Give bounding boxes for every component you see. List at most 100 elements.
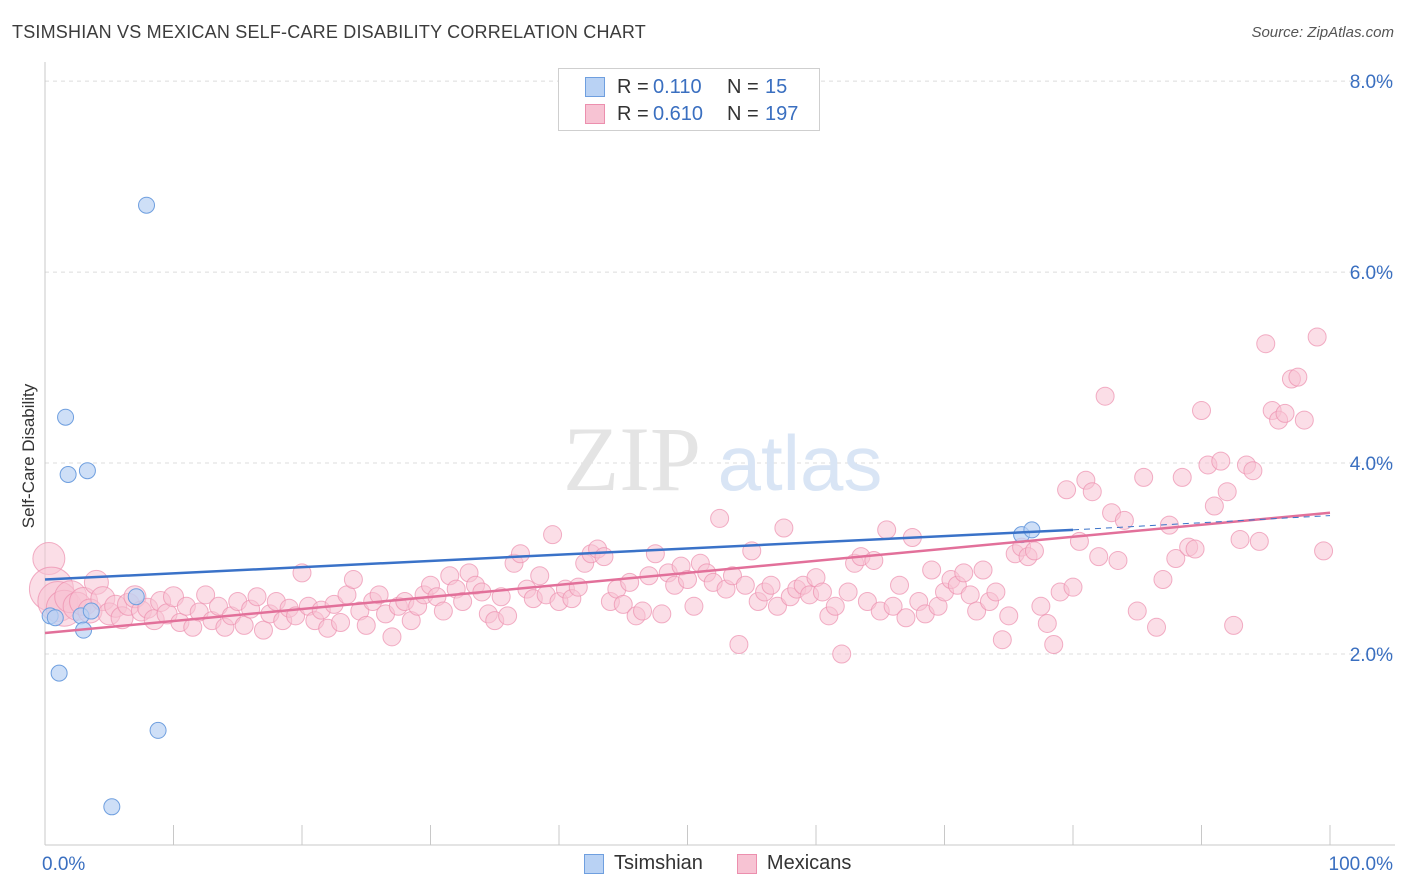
mexicans-point bbox=[986, 582, 1006, 602]
mexicans-point bbox=[453, 592, 473, 612]
trendlines bbox=[44, 511, 1331, 635]
mexicans-point bbox=[1089, 547, 1109, 567]
mexicans-point bbox=[208, 596, 228, 616]
mexicans-point bbox=[645, 544, 665, 564]
mexicans-point bbox=[954, 563, 974, 583]
tsimshian-point bbox=[57, 408, 75, 426]
mexicans-point bbox=[382, 627, 402, 647]
mexicans-point bbox=[530, 566, 550, 586]
mexicans-point bbox=[1256, 334, 1276, 354]
mexicans-point bbox=[286, 606, 306, 626]
tsimshian-point bbox=[59, 466, 77, 484]
mexicans-point bbox=[761, 575, 781, 595]
mexicans-point bbox=[1249, 531, 1269, 551]
series-label-tsimshian: Tsimshian bbox=[614, 852, 703, 874]
mexicans-point bbox=[234, 615, 254, 635]
mexicans-point bbox=[722, 566, 742, 586]
mexicans-point bbox=[812, 582, 832, 602]
tsimshian-trendline bbox=[44, 528, 1074, 581]
mexicans-point bbox=[1057, 480, 1077, 500]
x-tick-label: 100.0% bbox=[1329, 854, 1394, 875]
mexicans-point bbox=[767, 596, 787, 616]
gridlines bbox=[45, 80, 1395, 655]
legend-n-label: N = bbox=[727, 102, 759, 125]
mexicans-point bbox=[883, 596, 903, 616]
mexicans-point bbox=[1288, 367, 1308, 387]
series-legend-tsimshian[interactable]: Tsimshian bbox=[584, 852, 703, 875]
mexicans-point bbox=[825, 596, 845, 616]
mexicans-point bbox=[196, 585, 216, 605]
mexicans-point bbox=[877, 520, 897, 540]
mexicans-point bbox=[999, 606, 1019, 626]
mexicans-point bbox=[960, 585, 980, 605]
mexicans-point bbox=[1307, 327, 1327, 347]
mexicans-point bbox=[498, 606, 518, 626]
legend-swatch-mexicans bbox=[585, 104, 605, 124]
y-tick-label: 2.0% bbox=[1350, 645, 1393, 666]
x-tick-label: 0.0% bbox=[42, 854, 85, 875]
tsimshian-point bbox=[138, 196, 156, 214]
mexicans-point bbox=[1314, 541, 1334, 561]
mexicans-point bbox=[1147, 617, 1167, 637]
mexicans-point bbox=[684, 596, 704, 616]
mexicans-point bbox=[510, 544, 530, 564]
mexicans-point bbox=[1230, 529, 1250, 549]
mexicans-point bbox=[1037, 613, 1057, 633]
y-tick-label: 8.0% bbox=[1350, 72, 1393, 93]
y-axis-title: Self-Care Disability bbox=[19, 383, 38, 528]
tsimshian-point bbox=[127, 588, 145, 606]
mexicans-point bbox=[1185, 539, 1205, 559]
legend-n-value: 197 bbox=[765, 102, 799, 125]
legend-r-label: R = bbox=[617, 75, 649, 98]
mexicans-point bbox=[973, 560, 993, 580]
correlation-legend: R = 0.110 N = 15 R = 0.610 N = 197 bbox=[558, 68, 820, 131]
mexicans-trendline bbox=[44, 511, 1331, 635]
mexicans-point bbox=[613, 594, 633, 614]
mexicans-point bbox=[678, 570, 697, 590]
mexicans-point bbox=[1166, 549, 1186, 569]
mexicans-point bbox=[1063, 577, 1083, 597]
mexicans-point bbox=[594, 547, 614, 567]
mexicans-point bbox=[1275, 403, 1295, 423]
watermark-atlas: atlas bbox=[718, 419, 883, 507]
mexicans-point bbox=[1192, 401, 1211, 421]
tsimshian-point bbox=[78, 462, 96, 480]
series-label-mexicans: Mexicans bbox=[766, 852, 852, 874]
mexicans-point bbox=[1095, 386, 1115, 406]
legend-n-label: N = bbox=[727, 75, 759, 98]
watermark-zip: ZIP bbox=[563, 408, 701, 510]
mexicans-point bbox=[1153, 570, 1173, 590]
mexicans-point bbox=[857, 592, 877, 612]
tsimshian-point bbox=[50, 664, 68, 682]
tsimshian-point bbox=[46, 609, 64, 627]
mexicans-point bbox=[1204, 496, 1224, 516]
tsimshian-point bbox=[1023, 521, 1041, 539]
mexicans-point bbox=[1172, 467, 1192, 487]
mexicans-point bbox=[1114, 510, 1134, 530]
mexicans-point bbox=[356, 615, 376, 635]
mexicans-point bbox=[331, 613, 351, 633]
tsimshian-points bbox=[41, 196, 1041, 816]
mexicans-point bbox=[1224, 615, 1244, 635]
series-legend-mexicans[interactable]: Mexicans bbox=[736, 852, 852, 875]
axis-labels: 2.0% 4.0% 6.0% 8.0% 0.0% 100.0% Self-Care Disa… bbox=[19, 72, 1393, 875]
mexicans-point bbox=[620, 572, 640, 592]
mexicans-point bbox=[1159, 515, 1179, 535]
mexicans-point bbox=[896, 608, 916, 628]
mexicans-point bbox=[1108, 550, 1128, 570]
tsimshian-point bbox=[82, 602, 100, 620]
mexicans-point bbox=[1243, 461, 1263, 481]
mexicans-point bbox=[343, 570, 363, 590]
mexicans-point bbox=[838, 582, 858, 602]
mexicans-point bbox=[1082, 482, 1102, 502]
mexicans-point bbox=[253, 620, 273, 640]
y-tick-label: 6.0% bbox=[1350, 263, 1393, 284]
mexicans-point bbox=[491, 587, 511, 607]
mexicans-point bbox=[967, 601, 987, 621]
mexicans-point bbox=[652, 604, 672, 624]
mexicans-point bbox=[922, 560, 942, 580]
legend-r-value: 0.610 bbox=[653, 102, 704, 125]
mexicans-point bbox=[1217, 482, 1237, 502]
mexicans-point bbox=[832, 644, 852, 664]
